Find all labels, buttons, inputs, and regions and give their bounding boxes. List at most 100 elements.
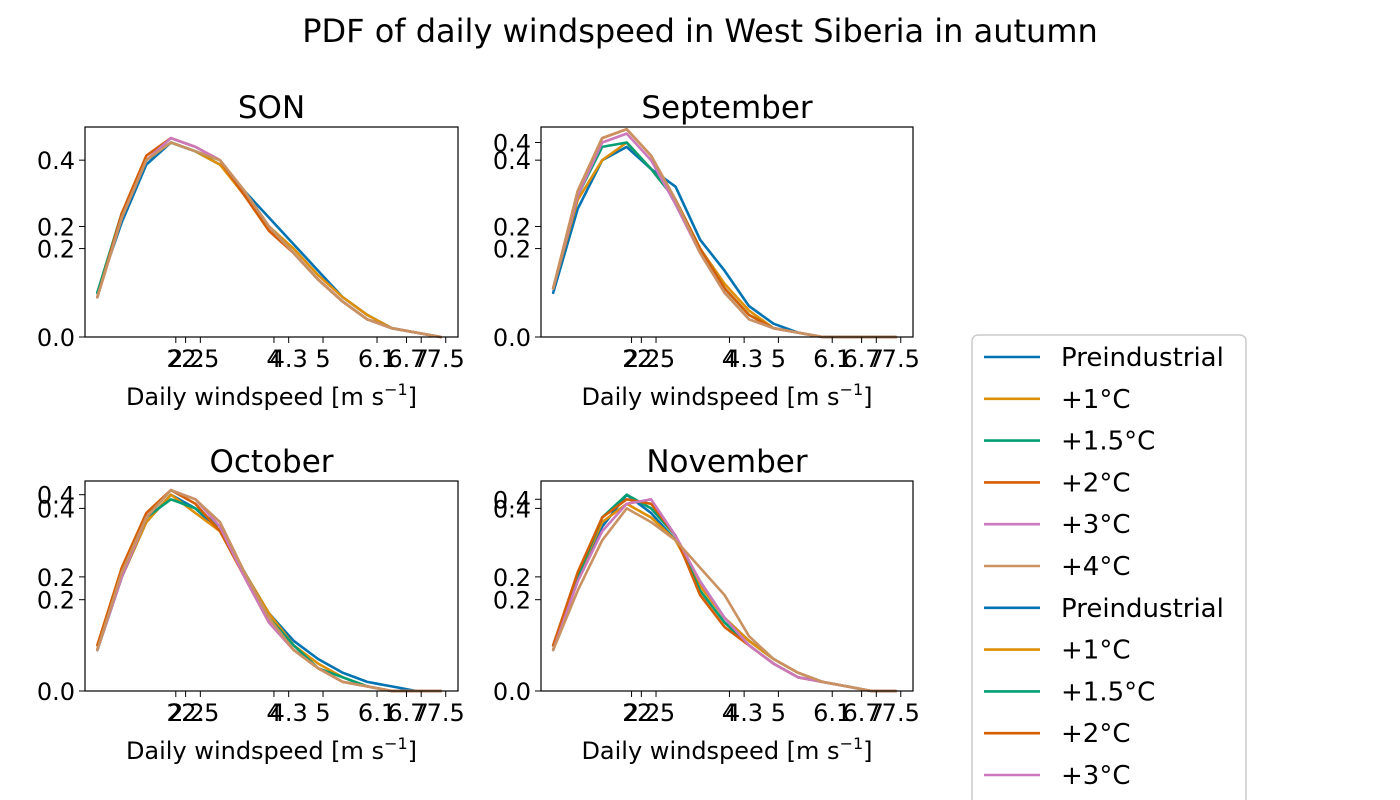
x-tick-label: 6.7 <box>387 345 425 373</box>
y-tick-label: 0.0 <box>493 678 531 706</box>
axes-frame <box>84 126 459 338</box>
x-tick-label: 2 <box>624 345 639 373</box>
x-tick-label: 2.2 <box>167 345 205 373</box>
x-tick-label: 4.3 <box>725 345 763 373</box>
subplot-title: October <box>209 444 333 480</box>
axes-frame <box>540 480 914 692</box>
subplot-september: September 22.22.5 44.3 5 6.16.777.5 0.0 0.20.2… <box>493 90 920 411</box>
legend-label: +4°C <box>1061 552 1130 582</box>
x-tick-label: 7.5 <box>882 345 920 373</box>
y-tick-label: 0.4 <box>37 495 75 523</box>
legend: Preindustrial +1°C +1.5°C +2°C +3°C +4°C Prein… <box>971 334 1247 800</box>
x-tick-label: 2.2 <box>167 699 205 727</box>
series-line <box>551 132 898 339</box>
x-tick-label: 7.5 <box>882 699 920 727</box>
series-line <box>96 141 443 339</box>
y-tick-label: 0.0 <box>493 324 531 352</box>
series-line <box>96 493 443 693</box>
x-tick-label: 6.1 <box>813 345 851 373</box>
series-line <box>551 145 898 339</box>
series-line <box>96 141 443 339</box>
x-tick-label: 4.3 <box>725 699 763 727</box>
legend-item: +3°C <box>984 761 1130 791</box>
x-tick-label: 5 <box>315 345 330 373</box>
series-line <box>551 507 898 693</box>
x-tick-label: 4 <box>266 699 281 727</box>
axes-frame <box>540 126 914 338</box>
x-tick-label: 2.5 <box>181 345 219 373</box>
x-tick-label: 6.7 <box>843 345 881 373</box>
x-tick-label: 2.5 <box>637 699 675 727</box>
series-line <box>96 141 443 339</box>
x-tick-label: 5 <box>771 345 786 373</box>
x-tick-label: 2.5 <box>181 699 219 727</box>
y-tick-label: 0.4 <box>37 147 75 175</box>
y-tick-label: 0.4 <box>493 147 531 175</box>
x-axis-label: Daily windspeed [m s−1] <box>581 734 872 765</box>
series-line <box>96 136 443 339</box>
legend-frame <box>971 334 1247 800</box>
legend-items: Preindustrial +1°C +1.5°C +2°C +3°C +4°C Prein… <box>984 343 1224 791</box>
legend-label: +1°C <box>1061 385 1130 415</box>
x-axis-label: Daily windspeed [m s−1] <box>581 380 872 411</box>
y-tick-label: 0.2 <box>493 564 531 592</box>
legend-item: +1.5°C <box>984 427 1155 457</box>
series-line <box>96 488 443 693</box>
legend-item: Preindustrial <box>984 343 1224 373</box>
y-tick-label: 0.2 <box>493 236 531 264</box>
legend-item: +2°C <box>984 468 1130 498</box>
x-tick-label: 7 <box>869 699 884 727</box>
y-tick-label: 0.2 <box>493 213 531 241</box>
x-tick-label: 7 <box>869 345 884 373</box>
y-tick-label: 0.2 <box>37 564 75 592</box>
subplot-november: November 22.22.5 44.3 5 6.16.777.5 0.0 0.20.2 0… <box>493 444 920 765</box>
x-tick-label: 2.2 <box>622 345 660 373</box>
x-tick-label: 6.7 <box>387 699 425 727</box>
legend-item: +2°C <box>984 719 1130 749</box>
x-tick-label: 5 <box>315 699 330 727</box>
legend-label: +2°C <box>1061 719 1130 749</box>
legend-label: Preindustrial <box>1061 343 1224 373</box>
figure-title: PDF of daily windspeed in West Siberia i… <box>302 12 1098 50</box>
legend-label: +1°C <box>1061 636 1130 666</box>
subplot-october: October 22.22.5 44.3 5 6.16.777.5 0.0 0.20.2 0.… <box>37 444 465 765</box>
y-tick-label: 0.2 <box>493 587 531 615</box>
subplot-title: September <box>641 90 813 126</box>
x-tick-label: 2 <box>168 699 183 727</box>
x-tick-label: 6.7 <box>843 699 881 727</box>
subplot-title: November <box>646 444 808 480</box>
x-tick-label: 6.1 <box>358 345 396 373</box>
y-tick-label: 0.2 <box>37 587 75 615</box>
x-tick-label: 7 <box>414 699 429 727</box>
legend-label: +3°C <box>1061 510 1130 540</box>
x-tick-label: 2 <box>624 699 639 727</box>
series-line <box>96 136 443 339</box>
legend-item: Preindustrial <box>984 594 1224 624</box>
x-tick-label: 4.3 <box>270 699 308 727</box>
legend-item: +1°C <box>984 385 1130 415</box>
series-line <box>96 141 443 339</box>
x-tick-label: 4.3 <box>270 345 308 373</box>
x-tick-label: 4 <box>722 699 737 727</box>
y-tick-label: 0.2 <box>37 236 75 264</box>
x-axis-label: Daily windspeed [m s−1] <box>126 380 417 411</box>
legend-label: +3°C <box>1061 761 1130 791</box>
series-line <box>96 497 443 693</box>
legend-label: +1.5°C <box>1061 427 1155 457</box>
legend-item: +4°C <box>984 552 1130 582</box>
x-tick-label: 7.5 <box>427 699 465 727</box>
x-tick-label: 4 <box>722 345 737 373</box>
y-tick-label: 0.4 <box>493 486 531 514</box>
y-tick-label: 0.4 <box>493 495 531 523</box>
y-tick-label: 0.0 <box>37 324 75 352</box>
x-tick-label: 2 <box>168 345 183 373</box>
legend-label: Preindustrial <box>1061 594 1224 624</box>
x-tick-label: 5 <box>771 699 786 727</box>
y-tick-label: 0.4 <box>493 129 531 157</box>
x-axis-label: Daily windspeed [m s−1] <box>126 734 417 765</box>
y-tick-label: 0.2 <box>37 213 75 241</box>
x-tick-label: 7 <box>414 345 429 373</box>
series-line <box>551 141 898 339</box>
